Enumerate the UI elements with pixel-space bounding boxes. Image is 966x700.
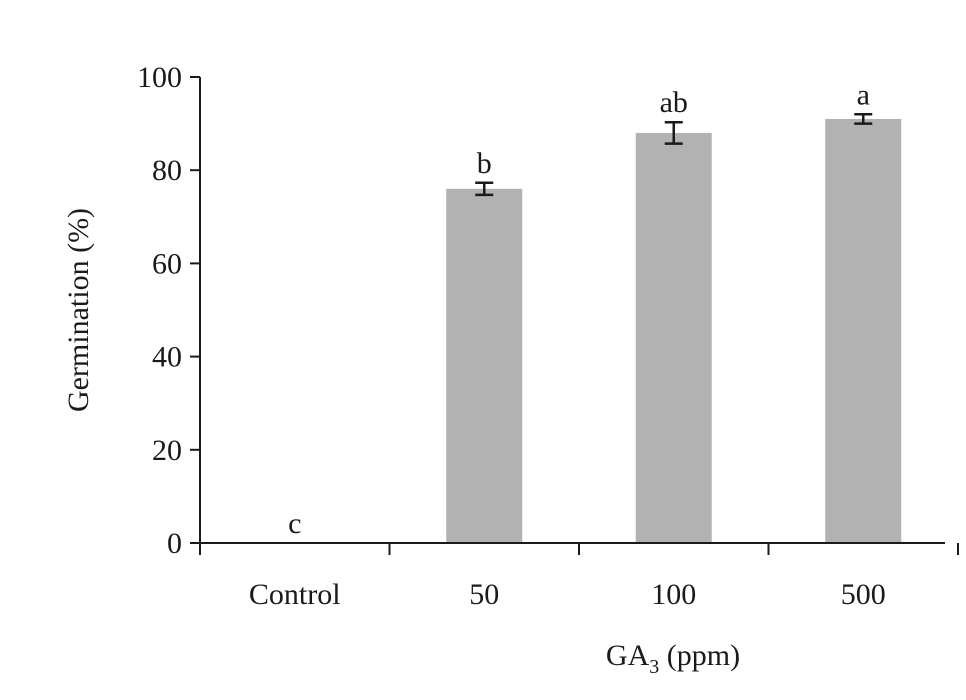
x-axis-title-suffix: (ppm) <box>659 639 740 672</box>
x-tick-label: 500 <box>841 578 886 611</box>
bar <box>825 118 902 543</box>
error-bars-group <box>475 113 873 197</box>
x-tick-label: Control <box>249 578 341 611</box>
y-tick-label: 0 <box>167 527 182 560</box>
bar <box>446 188 523 543</box>
significance-labels-group: c b ab a <box>288 78 870 540</box>
y-ticks-group: 0 20 40 60 80 100 <box>137 61 200 560</box>
bar <box>635 132 712 544</box>
y-axis-title: Germination (%) <box>62 208 95 412</box>
y-tick-label: 80 <box>152 154 182 187</box>
x-ticks-group: Control 50 100 500 <box>199 543 959 611</box>
y-tick-label: 60 <box>152 247 182 280</box>
x-tick-label: 100 <box>651 578 696 611</box>
y-tick-label: 100 <box>137 61 182 94</box>
x-axis-title: GA3 (ppm) <box>606 639 740 678</box>
bars-group <box>446 118 902 544</box>
significance-label: b <box>477 147 492 180</box>
x-axis-title-base: GA <box>606 639 650 672</box>
y-tick-label: 20 <box>152 434 182 467</box>
significance-label: a <box>857 78 870 111</box>
x-axis-title-subscript: 3 <box>649 656 659 678</box>
y-tick-label: 40 <box>152 341 182 374</box>
significance-label: c <box>288 507 301 540</box>
significance-label: ab <box>660 86 688 119</box>
x-tick-label: 50 <box>469 578 499 611</box>
